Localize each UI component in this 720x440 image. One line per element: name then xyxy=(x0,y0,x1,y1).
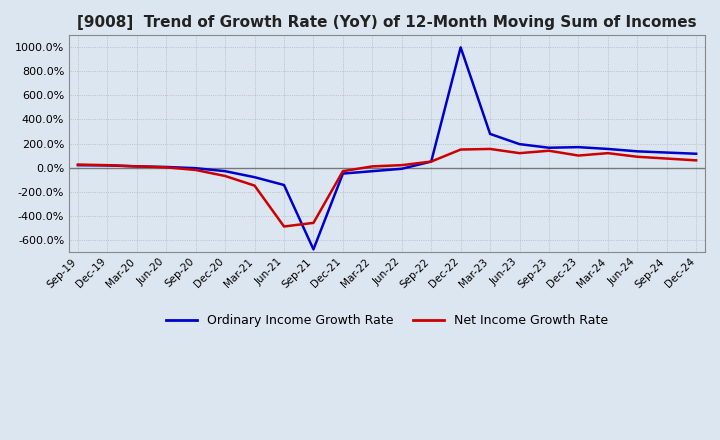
Title: [9008]  Trend of Growth Rate (YoY) of 12-Month Moving Sum of Incomes: [9008] Trend of Growth Rate (YoY) of 12-… xyxy=(77,15,697,30)
Legend: Ordinary Income Growth Rate, Net Income Growth Rate: Ordinary Income Growth Rate, Net Income … xyxy=(161,309,613,332)
